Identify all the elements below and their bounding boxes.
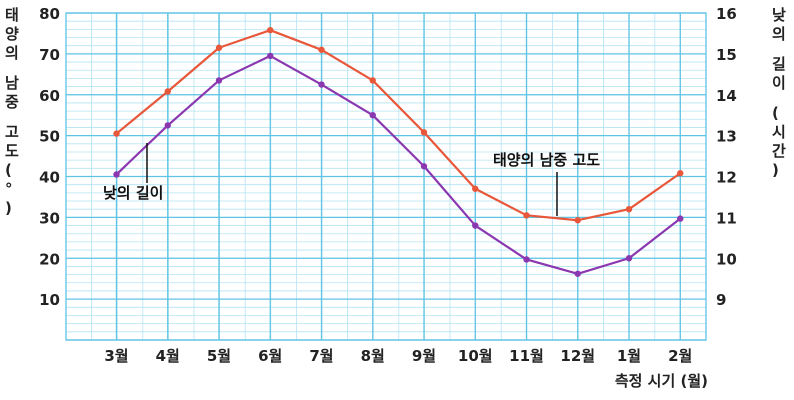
x-tick-label: 9월 [412,347,436,365]
x-tick-label: 1월 [617,347,641,365]
right-tick-label: 14 [716,87,737,105]
series-layer [113,26,684,277]
data-point-day-length [677,215,684,222]
x-tick-label: 6월 [258,347,282,365]
data-point-sun-altitude [318,46,325,53]
data-point-day-length [420,163,428,170]
left-tick-label: 60 [39,87,60,105]
data-point-sun-altitude [625,206,633,213]
left-tick-label: 50 [39,128,60,146]
data-point-day-length [625,255,633,262]
data-point-sun-altitude [164,88,171,95]
left-axis-ticks: 10 20 30 40 50 60 70 80 [39,5,60,309]
data-point-sun-altitude [420,129,428,136]
left-tick-label: 80 [39,5,60,23]
x-tick-label: 12월 [560,347,595,365]
data-point-day-length [164,122,171,129]
x-tick-label: 11월 [509,347,544,365]
data-point-day-length [318,81,325,88]
x-axis-title: 측정 시기 (월) [615,372,708,390]
right-tick-label: 9 [716,291,726,309]
right-axis-ticks: 9 10 11 12 13 14 15 16 [716,5,737,309]
annotation-day-length: 낮의 길이 [103,184,163,202]
right-tick-label: 13 [716,128,737,146]
x-tick-label: 5월 [207,347,231,365]
x-tick-label: 2월 [668,347,692,365]
data-point-sun-altitude [369,77,376,84]
data-point-day-length [215,77,223,84]
data-point-day-length [523,256,530,263]
data-point-day-length [369,111,376,119]
grid [65,12,707,341]
left-tick-label: 40 [39,169,60,187]
data-point-sun-altitude [472,185,479,192]
plot-border [65,12,707,341]
right-tick-label: 12 [716,169,737,187]
x-tick-label: 10월 [458,347,493,365]
series-line-day-length [115,54,681,275]
right-tick-label: 15 [716,46,737,64]
x-tick-label: 4월 [156,347,180,365]
left-tick-label: 10 [39,291,60,309]
data-point-day-length [472,222,479,229]
x-tick-label: 7월 [309,347,333,365]
data-point-sun-altitude [677,170,684,177]
left-tick-label: 30 [39,209,60,227]
data-point-day-length [267,52,274,60]
data-point-day-length [574,270,581,277]
annotation-sun-altitude: 태양의 남중 고도 [493,151,600,169]
data-point-sun-altitude [574,217,581,224]
left-tick-label: 70 [39,46,60,64]
x-tick-label: 3월 [104,347,128,365]
left-tick-label: 20 [39,250,60,268]
data-point-day-length [113,171,120,178]
series-line-sun-altitude [115,29,681,222]
data-point-sun-altitude [113,130,120,137]
right-tick-label: 16 [716,5,737,23]
right-tick-label: 10 [716,250,737,268]
data-point-sun-altitude [267,26,274,34]
data-point-sun-altitude [215,44,223,51]
right-tick-label: 11 [716,209,737,227]
x-tick-label: 8월 [361,347,385,365]
x-axis-ticks: 3월 4월 5월 6월 7월 8월 9월 10월 11월 12월 1월 2월 [104,347,692,365]
data-point-sun-altitude [523,212,530,219]
